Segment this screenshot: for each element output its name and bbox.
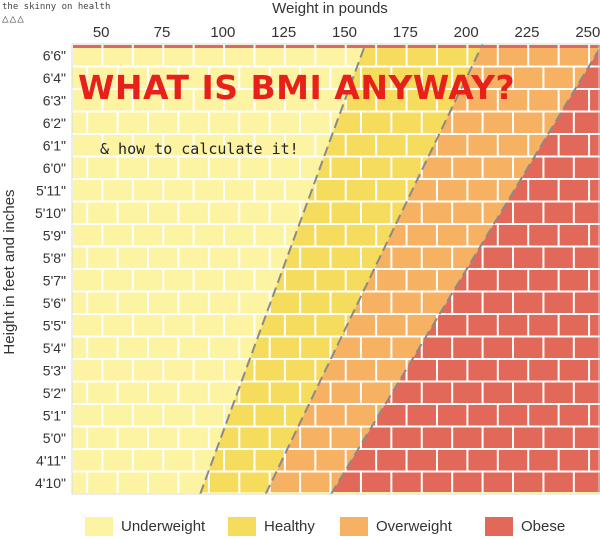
y-tick-label: 5'3" xyxy=(43,362,66,378)
legend: Underweight Healthy Overweight Obese xyxy=(85,515,600,537)
subheadline: & how to calculate it! xyxy=(100,140,299,158)
y-tick-label: 5'6" xyxy=(43,295,66,311)
legend-item-obese: Obese xyxy=(485,515,565,537)
legend-label-healthy: Healthy xyxy=(264,517,315,535)
boundary-healthy-overweight xyxy=(264,44,484,494)
grid-lines xyxy=(72,44,600,494)
x-tick-label: 75 xyxy=(154,24,171,41)
brand-logo: the skinny on health △△△ xyxy=(2,2,110,24)
x-tick-label: 50 xyxy=(93,24,110,41)
x-tick-label: 225 xyxy=(514,24,539,41)
y-axis-title: Height in feet and inches xyxy=(1,189,18,354)
y-tick-label: 6'2" xyxy=(43,115,66,131)
brand-triangles-icon: △△△ xyxy=(2,12,25,25)
x-tick-label: 150 xyxy=(332,24,357,41)
brand-name: the skinny on health xyxy=(2,2,111,12)
y-tick-label: 5'8" xyxy=(43,250,66,266)
legend-label-obese: Obese xyxy=(521,517,566,535)
y-tick-label: 6'4" xyxy=(43,70,66,86)
y-tick-label: 4'11" xyxy=(36,452,66,468)
x-axis-title: Weight in pounds xyxy=(272,0,388,17)
legend-label-overweight: Overweight xyxy=(376,517,452,535)
boundary-overweight-obese xyxy=(330,46,600,494)
y-tick-labels: 6'6" 6'4" 6'3" 6'2" 6'1" 6'0" 5'11" 5'10" 5'9" 5'… xyxy=(35,47,66,491)
boundary-underweight-healthy xyxy=(199,44,367,494)
y-tick-label: 5'10" xyxy=(35,205,66,221)
y-tick-label: 5'11" xyxy=(36,182,66,198)
legend-label-underweight: Underweight xyxy=(121,517,206,535)
y-tick-label: 6'3" xyxy=(43,92,66,108)
band-top-fill xyxy=(72,44,600,48)
y-tick-label: 5'9" xyxy=(43,227,66,243)
legend-item-healthy: Healthy xyxy=(228,515,315,537)
legend-swatch-obese xyxy=(485,516,513,536)
legend-item-overweight: Overweight xyxy=(340,515,452,537)
y-tick-label: 6'6" xyxy=(43,47,66,63)
y-tick-label: 5'5" xyxy=(43,317,66,333)
plot-frame xyxy=(71,43,600,495)
category-boundaries xyxy=(199,44,600,494)
y-tick-label: 6'0" xyxy=(43,160,66,176)
legend-swatch-underweight xyxy=(85,516,113,536)
legend-swatch-overweight xyxy=(340,516,368,536)
y-tick-label: 5'7" xyxy=(43,272,66,288)
x-tick-label: 200 xyxy=(454,24,479,41)
x-tick-label: 175 xyxy=(393,24,418,41)
legend-swatch-healthy xyxy=(228,516,256,536)
legend-item-underweight: Underweight xyxy=(85,515,205,537)
y-tick-label: 5'1" xyxy=(43,407,66,423)
y-tick-label: 6'1" xyxy=(43,137,66,153)
x-tick-label: 125 xyxy=(271,24,296,41)
headline: WHAT IS BMI ANYWAY? xyxy=(78,68,516,107)
y-tick-label: 5'0" xyxy=(43,430,66,446)
y-tick-label: 5'4" xyxy=(43,340,66,356)
y-tick-label: 4'10" xyxy=(35,475,66,491)
y-tick-label: 5'2" xyxy=(43,385,66,401)
x-tick-label: 100 xyxy=(210,24,235,41)
x-tick-labels: 50 75 100 125 150 175 200 225 250 xyxy=(93,24,600,41)
x-tick-label: 250 xyxy=(575,24,600,41)
